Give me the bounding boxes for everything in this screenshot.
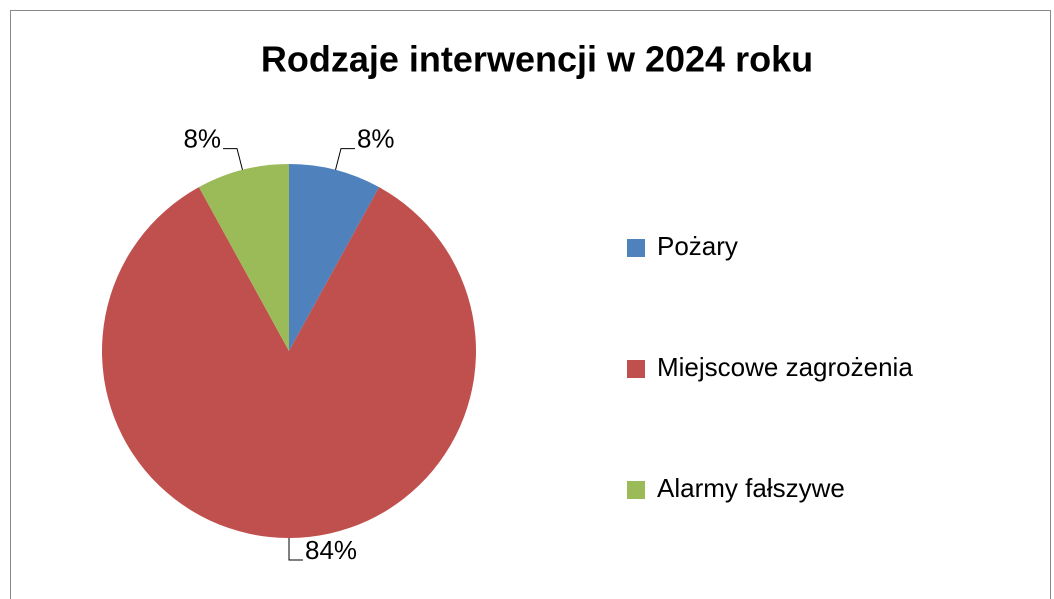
leader-line [288,538,303,561]
legend-label: Miejscowe zagrożenia [657,352,913,382]
leader-line [335,148,355,170]
pie-slice [101,187,477,538]
legend-label: Pożary [657,231,738,261]
chart-title: Rodzaje interwencji w 2024 roku [261,39,813,80]
pie-slice [289,164,380,351]
pie-slice [198,164,289,351]
legend-label: Alarmy fałszywe [657,473,845,503]
data-label: 8% [183,123,221,153]
legend-swatch [627,360,645,378]
data-label: 8% [357,123,395,153]
legend-swatch [627,481,645,499]
data-label: 84% [305,535,357,565]
legend-swatch [627,239,645,257]
leader-line [223,148,243,170]
